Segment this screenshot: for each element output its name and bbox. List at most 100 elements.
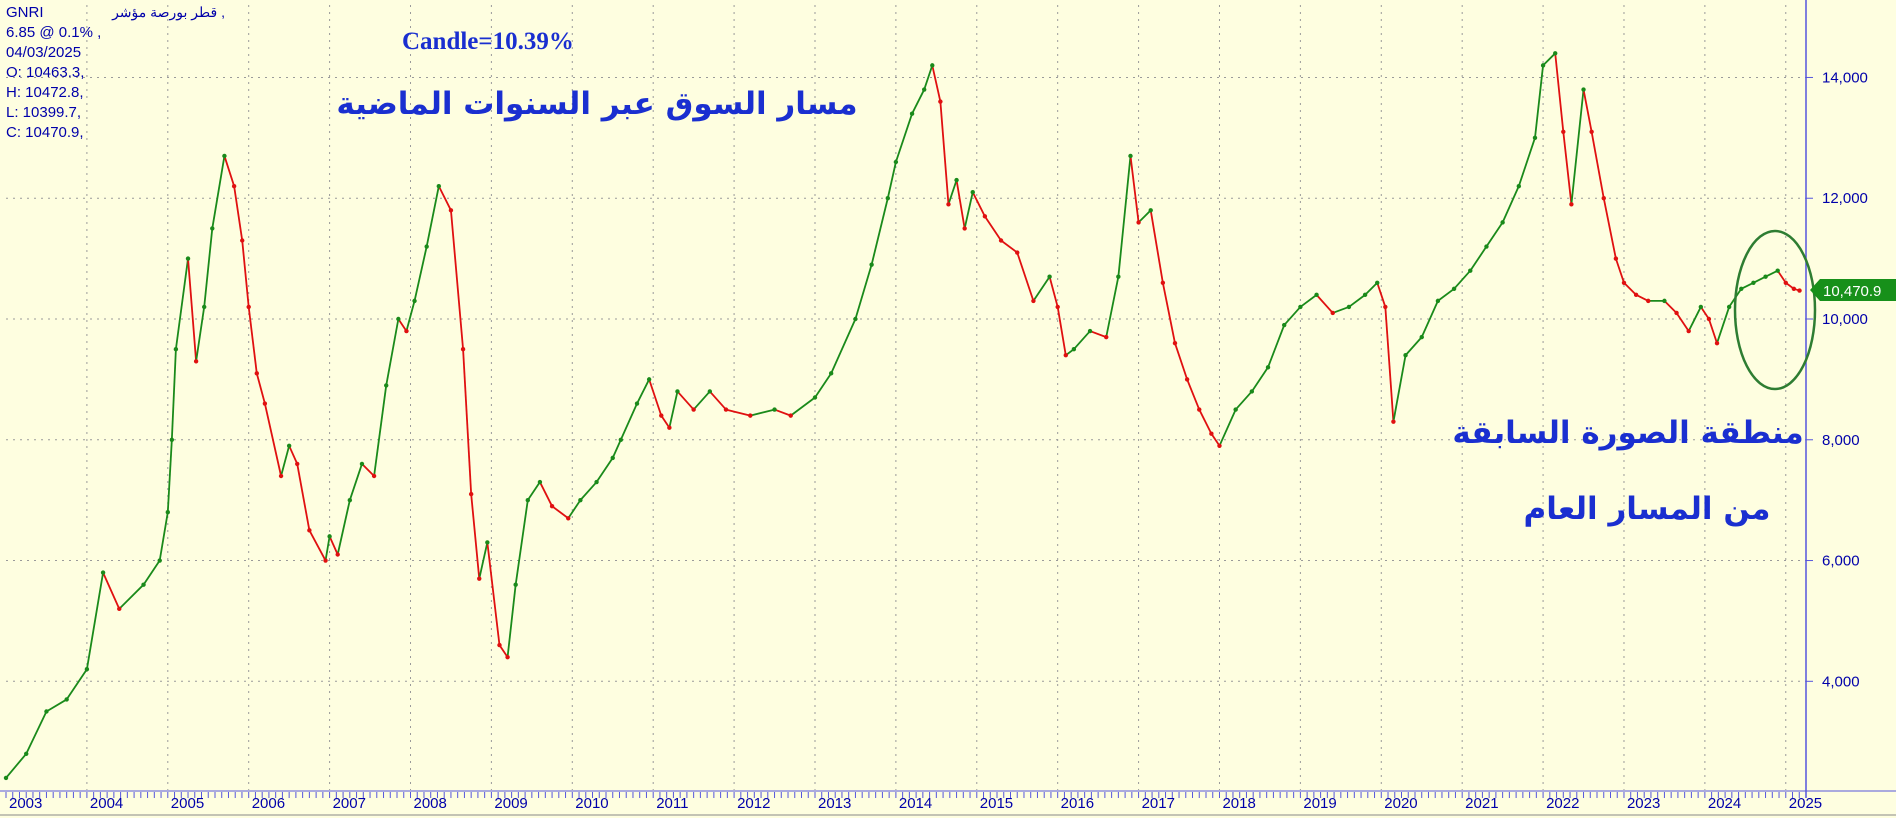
price-point: [1160, 280, 1166, 285]
price-point: [485, 540, 490, 545]
price-point: [930, 63, 935, 68]
x-tick-label: 2007: [333, 795, 366, 812]
down-segment: [1635, 294, 1649, 302]
up-segment: [425, 185, 440, 247]
price-point: [885, 196, 890, 201]
price-point: [396, 316, 401, 322]
down-segment: [438, 185, 452, 211]
down-segment: [1048, 276, 1059, 308]
price-point: [1282, 322, 1287, 328]
price-point: [24, 751, 29, 756]
up-segment: [870, 198, 889, 265]
price-point: [1468, 268, 1473, 273]
price-point: [254, 371, 259, 376]
down-segment: [1198, 409, 1213, 435]
price-point: [1383, 304, 1388, 310]
price-point: [1197, 407, 1202, 412]
price-point: [748, 413, 753, 418]
up-segment: [1753, 275, 1766, 284]
price-point: [1031, 298, 1036, 304]
last-price-tag-bg: [1810, 279, 1896, 301]
up-segment: [45, 698, 68, 713]
price-point: [371, 473, 377, 479]
down-segment: [328, 536, 339, 555]
up-segment: [1283, 306, 1302, 326]
down-segment: [1186, 379, 1201, 410]
up-segment: [1392, 355, 1407, 422]
price-point: [497, 642, 502, 648]
x-tick-label: 2003: [9, 795, 42, 812]
x-tick-label: 2015: [980, 795, 1013, 812]
price-point: [1686, 328, 1691, 334]
x-tick-label: 2023: [1627, 795, 1660, 812]
price-point: [286, 443, 292, 449]
down-segment: [551, 505, 569, 519]
up-segment: [1073, 330, 1091, 350]
price-point: [1601, 196, 1606, 201]
price-point: [1346, 304, 1352, 310]
up-segment: [1517, 137, 1536, 187]
price-point: [165, 510, 170, 515]
up-segment: [405, 300, 416, 332]
x-tick-label: 2014: [899, 795, 932, 812]
down-segment: [648, 379, 663, 416]
region-annotation-line2: من المسار العام: [1524, 491, 1771, 527]
down-segment: [1210, 433, 1221, 447]
x-tick-label: 2006: [252, 795, 285, 812]
up-segment: [579, 481, 598, 501]
price-point: [594, 479, 599, 485]
price-point: [525, 497, 530, 503]
price-point: [1763, 274, 1768, 279]
price-point: [723, 407, 729, 412]
price-point: [659, 413, 664, 418]
price-point: [853, 316, 858, 322]
price-point: [141, 582, 146, 587]
price-point: [946, 202, 951, 207]
x-tick-label: 2004: [90, 795, 123, 812]
down-segment: [1554, 53, 1565, 132]
up-segment: [211, 155, 226, 229]
up-segment: [1105, 276, 1120, 338]
price-point: [893, 159, 899, 165]
up-segment: [348, 463, 363, 501]
price-point: [1233, 407, 1238, 412]
up-segment: [1485, 221, 1504, 248]
price-point: [1055, 304, 1060, 310]
up-segment: [1437, 288, 1455, 302]
date-text: 04/03/2025: [6, 44, 81, 61]
price-point: [1087, 328, 1093, 334]
down-segment: [241, 240, 250, 308]
up-segment: [1420, 300, 1439, 338]
up-segment: [336, 499, 351, 555]
up-segment: [174, 258, 189, 350]
price-point: [278, 473, 284, 479]
price-point: [231, 183, 237, 189]
down-segment: [450, 210, 464, 350]
down-segment: [1562, 131, 1573, 205]
price-point: [323, 558, 328, 563]
down-segment: [1174, 342, 1188, 380]
up-segment: [65, 668, 88, 700]
up-segment: [478, 542, 489, 579]
price-point: [193, 359, 199, 364]
up-segment: [413, 246, 428, 302]
price-point: [970, 189, 975, 195]
up-segment: [1716, 306, 1730, 344]
price-point: [1633, 292, 1639, 298]
price-point: [1419, 334, 1424, 340]
price-point: [1500, 220, 1505, 225]
down-segment: [247, 306, 258, 374]
down-segment: [676, 390, 695, 411]
price-point: [1184, 377, 1190, 382]
price-point: [1209, 431, 1214, 436]
high-text: H: 10472.8,: [6, 84, 84, 101]
up-segment: [1234, 390, 1253, 411]
price-point: [3, 775, 9, 781]
price-point: [327, 534, 332, 539]
price-point: [1751, 280, 1756, 285]
price-point: [222, 153, 227, 159]
price-point: [982, 214, 988, 219]
up-segment: [814, 372, 832, 399]
up-segment: [166, 439, 173, 513]
x-tick-label: 2018: [1222, 795, 1255, 812]
